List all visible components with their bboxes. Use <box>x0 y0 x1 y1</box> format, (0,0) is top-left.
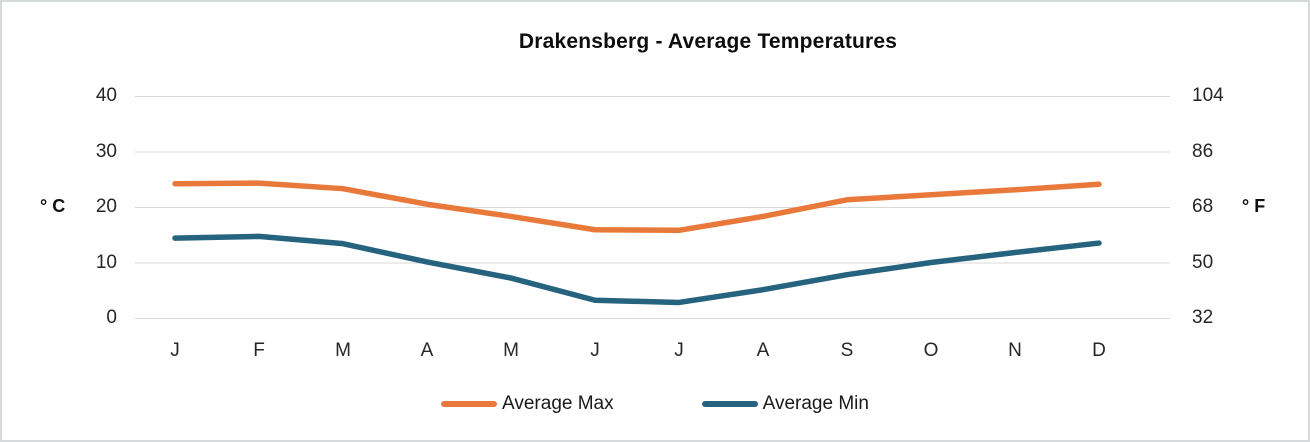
right-axis-tick: 32 <box>1192 307 1214 328</box>
right-axis-tick: 104 <box>1192 85 1224 106</box>
x-axis-label: N <box>1008 340 1022 361</box>
chart-title: Drakensberg - Average Temperatures <box>518 30 898 53</box>
right-axis-unit-label: ° F <box>1242 196 1266 216</box>
left-axis-tick: 20 <box>95 196 117 217</box>
x-axis-label: O <box>923 340 939 361</box>
left-axis-tick: 30 <box>95 140 117 162</box>
legend-item-average-min: Average Min <box>701 393 869 415</box>
legend-swatch <box>441 401 498 407</box>
right-axis-tick: 50 <box>1192 251 1214 273</box>
right-axis-tick: 68 <box>1192 196 1214 217</box>
series-line-average-max <box>172 180 1102 234</box>
x-axis-label: M <box>503 340 519 361</box>
x-axis-label: A <box>756 340 770 361</box>
legend-item-average-max: Average Max <box>441 393 614 415</box>
legend: Average Max Average Min <box>2 393 1308 415</box>
x-axis-label: S <box>840 340 854 361</box>
x-axis-label: A <box>420 340 434 361</box>
x-axis-label: J <box>170 340 180 361</box>
left-axis-tick: 40 <box>95 85 117 106</box>
right-axis-tick: 86 <box>1192 140 1214 162</box>
legend-label: Average Min <box>762 393 869 414</box>
x-axis-label: J <box>590 340 600 361</box>
left-axis-tick: 10 <box>95 251 117 273</box>
left-axis-unit-label: ° C <box>40 196 66 216</box>
x-axis-label: F <box>253 340 265 361</box>
x-axis-label: J <box>674 340 684 361</box>
x-axis-label: M <box>335 340 351 361</box>
series-line-average-min <box>172 233 1102 306</box>
legend-label: Average Max <box>502 393 614 414</box>
left-axis-tick: 0 <box>106 307 117 328</box>
x-axis-label: D <box>1092 340 1106 361</box>
legend-swatch <box>701 401 758 407</box>
